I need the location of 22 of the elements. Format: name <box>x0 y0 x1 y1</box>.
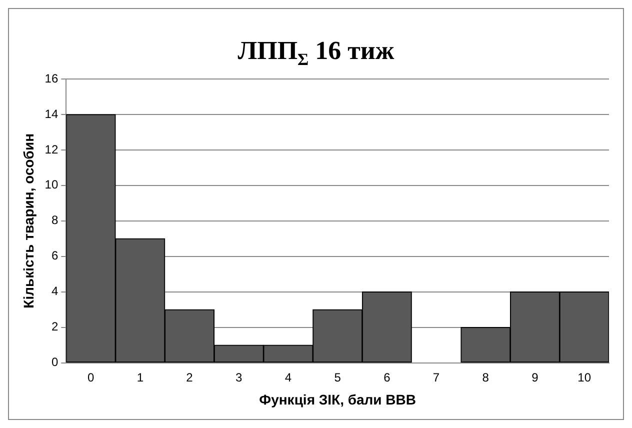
x-tick-label: 4 <box>284 370 292 384</box>
y-tick-label: 10 <box>44 178 58 192</box>
y-tick-label: 4 <box>51 284 58 298</box>
x-axis-title: Функція ЗІК, бали ВВВ <box>259 391 416 408</box>
y-tick-label: 8 <box>51 213 58 228</box>
x-tick-label: 9 <box>532 370 539 384</box>
y-tick-label: 14 <box>44 106 58 121</box>
y-tick-label: 2 <box>51 320 58 334</box>
x-tick-label: 7 <box>432 370 440 384</box>
y-tick-label: 0 <box>51 355 58 370</box>
x-tick-label: 6 <box>384 370 391 384</box>
y-tick-label: 16 <box>44 71 58 86</box>
x-tick-label: 3 <box>236 370 243 384</box>
x-tick-label: 2 <box>186 370 194 384</box>
y-tick-label: 6 <box>51 248 58 263</box>
x-tick-label: 10 <box>578 370 592 384</box>
x-tick-label: 0 <box>87 370 94 384</box>
x-tick-label: 1 <box>136 370 144 384</box>
x-tick-label: 8 <box>482 370 490 384</box>
y-tick-label: 12 <box>44 142 58 156</box>
x-tick-label: 5 <box>334 370 342 384</box>
y-axis-title: Кількість тварин, особин <box>20 133 36 308</box>
